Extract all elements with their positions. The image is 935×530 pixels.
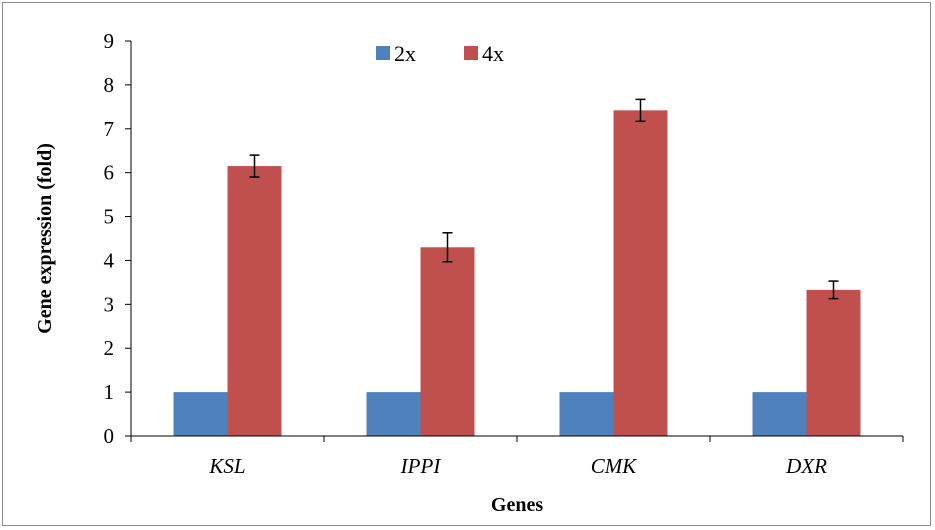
y-tick-label: 5: [104, 205, 115, 229]
bar-4x-KSL: [227, 166, 282, 437]
legend: 2x 4x: [376, 41, 504, 66]
y-tick-label: 2: [104, 336, 115, 360]
y-tick-label: 8: [104, 73, 115, 97]
bar-4x-DXR: [806, 289, 861, 436]
bar-2x-CMK: [559, 392, 614, 436]
x-tick-label: CMK: [591, 454, 638, 478]
bar-2x-KSL: [173, 392, 228, 436]
legend-label-2x: 2x: [394, 41, 416, 66]
x-tick-label: DXR: [785, 454, 827, 478]
bar-4x-CMK: [613, 110, 668, 436]
y-tick-label: 6: [104, 161, 115, 185]
x-tick-label: IPPI: [400, 454, 442, 478]
legend-swatch-4x: [464, 46, 478, 60]
y-tick-label: 3: [104, 292, 115, 316]
bar-chart: 0 1 2 3 4 5 6 7 8 9 KSL IPPI CMK DXR 2x 4x Gene expre…: [34, 29, 904, 516]
x-ticks: KSL IPPI CMK DXR: [130, 436, 904, 478]
y-axis-title: Gene expression (fold): [34, 143, 56, 334]
x-axis-title: Genes: [491, 494, 543, 516]
bar-2x-IPPI: [366, 392, 421, 436]
y-tick-label: 1: [104, 380, 115, 404]
y-tick-label: 0: [104, 424, 115, 448]
y-tick-label: 9: [104, 29, 115, 53]
error-bars-layer: [249, 98, 839, 300]
y-ticks: 0 1 2 3 4 5 6 7 8 9: [104, 29, 131, 448]
y-tick-label: 4: [104, 248, 115, 272]
y-tick-label: 7: [104, 117, 115, 141]
legend-label-4x: 4x: [482, 41, 504, 66]
bar-4x-IPPI: [420, 247, 475, 436]
legend-swatch-2x: [376, 46, 390, 60]
bar-2x-DXR: [752, 392, 807, 436]
x-tick-label: KSL: [208, 454, 245, 478]
bars-layer: [173, 110, 861, 437]
